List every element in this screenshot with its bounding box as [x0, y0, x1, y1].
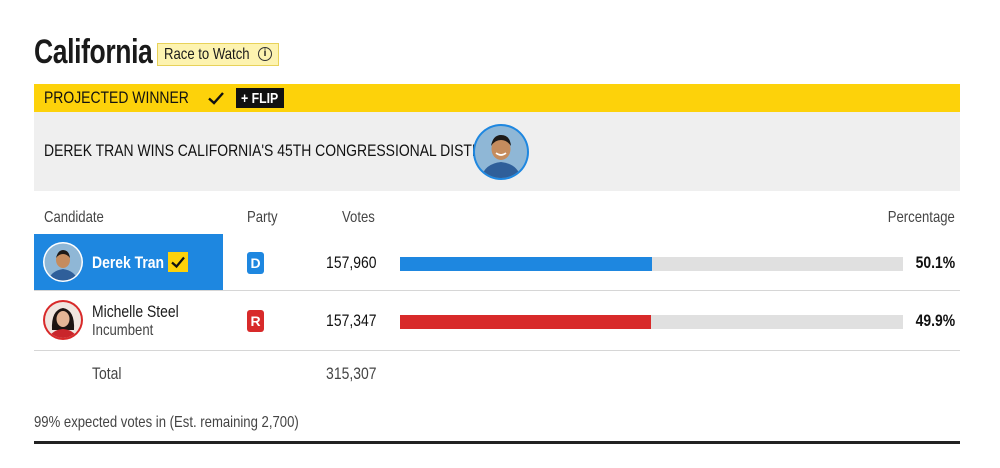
- headline-text: DEREK TRAN WINS CALIFORNIA'S 45TH CONGRE…: [44, 141, 505, 160]
- winner-photo: [473, 124, 529, 180]
- check-icon: [168, 252, 188, 272]
- check-icon: [208, 92, 224, 105]
- headline-panel: DEREK TRAN WINS CALIFORNIA'S 45TH CONGRE…: [34, 112, 960, 191]
- vote-share-fill: [400, 257, 652, 271]
- candidate-name: Derek Tran: [92, 253, 165, 272]
- column-candidate: Candidate: [44, 209, 104, 226]
- vote-percentage: 49.9%: [915, 311, 955, 330]
- vote-count: 157,347: [325, 311, 376, 330]
- race-to-watch-badge[interactable]: Race to Watch i: [157, 43, 279, 66]
- info-icon[interactable]: i: [258, 47, 272, 61]
- bottom-rule: [34, 441, 960, 444]
- vote-percentage: 50.1%: [915, 253, 955, 272]
- vote-share-bar: [400, 315, 903, 329]
- candidate-photo: [43, 300, 83, 340]
- race-to-watch-label: Race to Watch: [164, 45, 250, 63]
- incumbent-label: Incumbent: [92, 322, 154, 339]
- column-percentage: Percentage: [887, 209, 955, 226]
- row-divider: [34, 290, 960, 291]
- column-party: Party: [247, 209, 278, 226]
- flip-badge: + FLIP: [236, 88, 284, 108]
- state-title: California: [34, 32, 153, 71]
- projected-winner-banner: PROJECTED WINNER + FLIP: [34, 84, 960, 112]
- party-badge: R: [247, 310, 264, 332]
- total-label: Total: [92, 364, 122, 383]
- row-divider: [34, 350, 960, 351]
- vote-share-bar: [400, 257, 903, 271]
- projected-winner-label: PROJECTED WINNER: [44, 88, 189, 107]
- candidate-photo: [43, 242, 83, 282]
- party-badge: D: [247, 252, 264, 274]
- vote-count: 157,960: [325, 253, 376, 272]
- column-votes: Votes: [342, 209, 375, 226]
- candidate-name: Michelle Steel: [92, 302, 179, 321]
- vote-share-fill: [400, 315, 651, 329]
- expected-votes-note: 99% expected votes in (Est. remaining 2,…: [34, 414, 299, 431]
- total-votes: 315,307: [325, 364, 376, 383]
- title-row: California: [34, 32, 153, 72]
